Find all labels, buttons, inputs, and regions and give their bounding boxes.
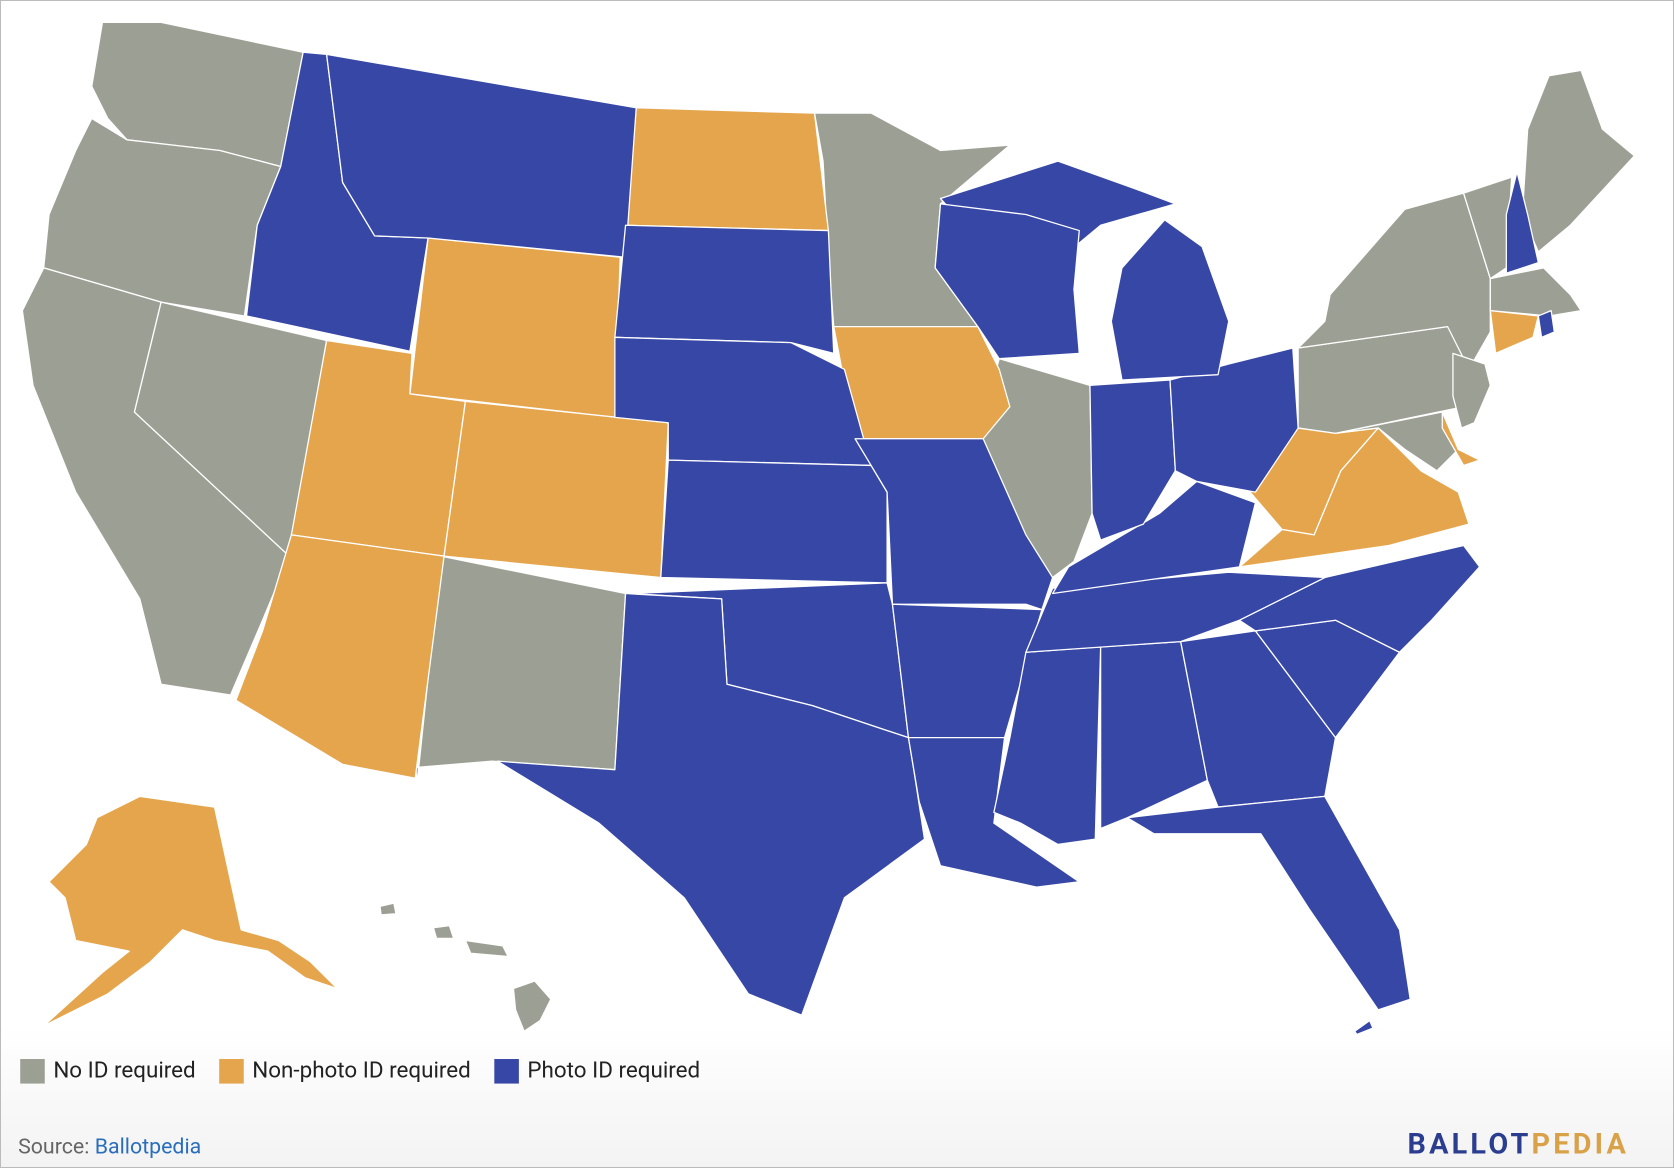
state [1297, 192, 1491, 370]
state [443, 400, 669, 579]
state [1238, 544, 1481, 653]
state [1354, 1019, 1374, 1036]
legend-swatch [494, 1059, 519, 1084]
state [1169, 347, 1299, 493]
legend-label: Photo ID required [527, 1058, 700, 1084]
state [325, 53, 637, 258]
source-label: Source: Ballotpedia [18, 1134, 201, 1159]
logo-first: BALLOT [1407, 1127, 1531, 1161]
state [1126, 795, 1411, 1011]
state [1110, 219, 1230, 381]
state [1025, 571, 1326, 653]
state [512, 980, 552, 1032]
state [1441, 411, 1481, 467]
state [1051, 480, 1257, 595]
logo: BALLOTPEDIA [1407, 1127, 1629, 1161]
source-link[interactable]: Ballotpedia [95, 1134, 202, 1159]
state [993, 646, 1102, 846]
state [409, 237, 621, 419]
state [414, 555, 627, 782]
legend-label: Non-photo ID required [252, 1058, 471, 1084]
state [1537, 309, 1556, 338]
state [1452, 352, 1491, 429]
legend-swatch [219, 1059, 244, 1084]
state [833, 325, 1011, 440]
logo-second: PEDIA [1532, 1127, 1630, 1161]
state [1489, 267, 1582, 317]
state [496, 592, 926, 1016]
state [235, 534, 445, 779]
state [43, 117, 282, 317]
state [432, 924, 455, 940]
legend-label: No ID required [53, 1058, 195, 1084]
source-prefix: Source: [18, 1134, 89, 1159]
state [43, 795, 338, 1027]
state [1505, 171, 1539, 274]
state [1489, 309, 1539, 354]
state [660, 459, 888, 584]
state [614, 224, 835, 354]
state [854, 438, 1054, 611]
state [1238, 427, 1470, 568]
state [934, 203, 1080, 360]
state [624, 107, 830, 232]
legend-swatch [20, 1059, 45, 1084]
state [379, 902, 397, 916]
state [464, 939, 509, 958]
state [1521, 69, 1636, 253]
